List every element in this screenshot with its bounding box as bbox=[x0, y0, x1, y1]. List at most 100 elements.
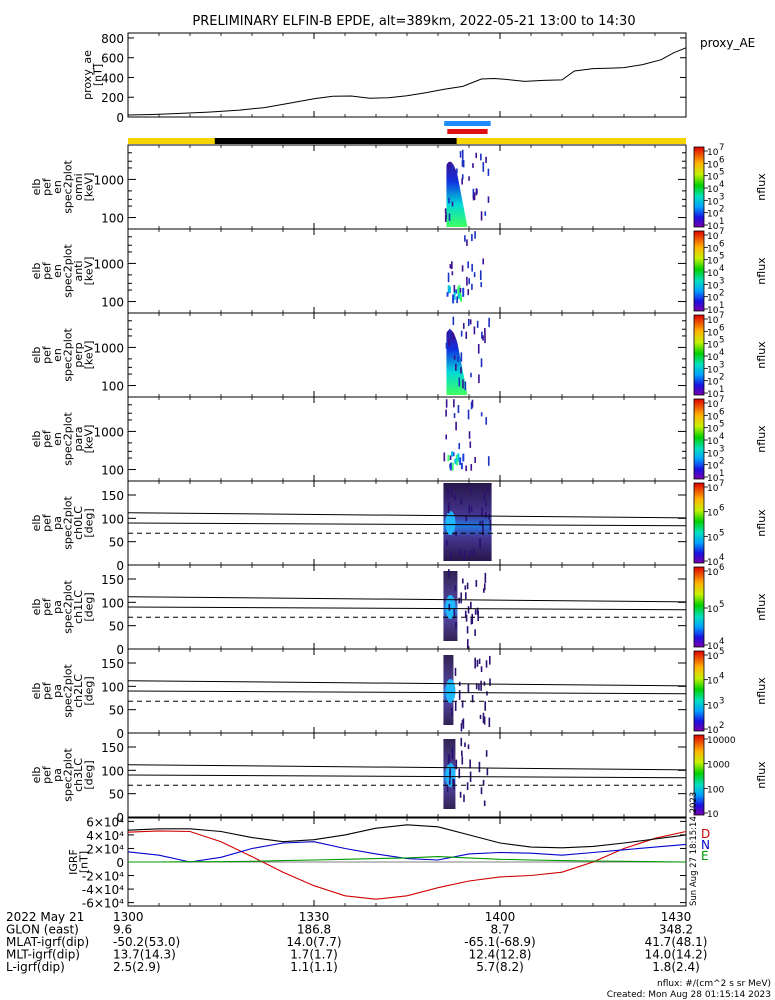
flux-pixel bbox=[460, 723, 463, 732]
ylabel-line: [deg] bbox=[82, 508, 95, 537]
created-stamp: Created: Mon Aug 28 01:15:14 2023 bbox=[607, 990, 771, 1000]
flux-pixel bbox=[469, 549, 472, 556]
flux-pixel bbox=[464, 592, 467, 600]
ylabel-line: pa bbox=[51, 516, 64, 530]
flux-pixel bbox=[455, 363, 457, 371]
footer-row-value: 348.2 bbox=[659, 923, 693, 937]
y-tick-label: 150 bbox=[101, 657, 124, 671]
y-tick-label: 1000 bbox=[93, 173, 124, 187]
flux-pixel bbox=[450, 488, 453, 498]
ylabel-line: spec2plot bbox=[61, 244, 74, 298]
footer-row-value: 1330 bbox=[299, 910, 330, 924]
flux-pixel bbox=[461, 700, 464, 708]
flux-pixel bbox=[453, 290, 456, 300]
colorbar-tick-label: 10 bbox=[707, 642, 719, 652]
flux-pixel bbox=[467, 318, 470, 326]
flux-pixel bbox=[451, 164, 454, 173]
footer-row-label: MLT-igrf(dip) bbox=[6, 948, 80, 962]
ylabel-line: pef bbox=[40, 597, 53, 616]
ylabel-line: spec2plot bbox=[61, 160, 74, 214]
flux-pixel bbox=[451, 707, 453, 716]
flux-pixel bbox=[470, 401, 473, 410]
colorbar-tick-label: 10 bbox=[707, 449, 719, 459]
colorbar-tick-label: 10 bbox=[707, 365, 719, 375]
ylabel-line: pef bbox=[40, 429, 53, 448]
igrf-y-tick-label: 0 bbox=[116, 856, 124, 870]
ylabel-line: elb bbox=[30, 767, 43, 784]
igrf-y-tick-label: 2×10⁴ bbox=[86, 842, 124, 856]
ylabel-line: perp bbox=[72, 342, 85, 367]
flux-pixel bbox=[488, 514, 491, 520]
flux-pixel bbox=[453, 355, 456, 360]
colorbar-tick-label: 10 bbox=[707, 437, 719, 447]
flux-pixel bbox=[451, 462, 454, 471]
colorbar-strip bbox=[693, 230, 705, 312]
flux-pixel bbox=[474, 456, 476, 463]
flux-pixel bbox=[454, 458, 457, 464]
colorbar-label-group: nflux bbox=[755, 341, 768, 369]
flux-pixel bbox=[464, 610, 467, 617]
flux-pixel bbox=[460, 330, 463, 337]
flux-pixel bbox=[470, 372, 472, 378]
flux-pixel bbox=[463, 794, 465, 802]
colorbar-tick-label: 10000 bbox=[707, 736, 736, 746]
flux-pixel bbox=[481, 331, 483, 339]
flux-core bbox=[445, 595, 456, 619]
flux-pixel bbox=[482, 335, 484, 341]
flux-pixel bbox=[451, 747, 454, 758]
y-tick-label: 1000 bbox=[93, 257, 124, 271]
flux-pixel bbox=[452, 778, 454, 785]
colorbar-tick-exponent: 2 bbox=[719, 457, 724, 467]
flux-pixel bbox=[455, 454, 458, 461]
flux-pixel bbox=[461, 174, 464, 180]
ylabel-line: en bbox=[51, 264, 64, 278]
flux-pixel bbox=[447, 272, 450, 283]
flux-pixel bbox=[468, 505, 471, 514]
flux-region bbox=[446, 329, 468, 395]
flux-pixel bbox=[467, 683, 470, 693]
flux-pixel bbox=[460, 462, 463, 470]
footer-row-value: 12.4(12.8) bbox=[469, 948, 532, 962]
flux-pixel bbox=[472, 548, 475, 556]
colorbar-label-group: nflux bbox=[755, 425, 768, 453]
colorbar-tick-exponent: 4 bbox=[719, 672, 724, 682]
colorbar-tick-label: 10 bbox=[707, 244, 719, 254]
colorbar-tick-exponent: 1 bbox=[719, 217, 724, 227]
flux-pixel bbox=[448, 779, 451, 785]
loss-cone-line bbox=[127, 774, 687, 779]
ae-y-tick-label: 600 bbox=[101, 52, 124, 66]
colorbar-tick-exponent: 7 bbox=[719, 311, 724, 321]
panel-frame bbox=[127, 312, 687, 398]
ae-y-tick-label: 800 bbox=[101, 32, 124, 46]
flux-pixel bbox=[454, 585, 457, 591]
flux-pixel bbox=[471, 694, 474, 703]
flux-pixel bbox=[478, 374, 480, 384]
colorbar-tick-label: 10 bbox=[707, 568, 719, 578]
proxy-ae-panel: 0 200 400 600 800 proxy_ae[nT] proxy_AE bbox=[81, 32, 756, 125]
colorbar-label: nflux bbox=[755, 593, 768, 621]
colorbar-label-group: nflux bbox=[755, 677, 768, 705]
flux-pixel bbox=[461, 265, 464, 272]
loss-cone-line bbox=[127, 690, 687, 695]
colorbar-tick-exponent: 7 bbox=[719, 395, 724, 405]
ylabel-line: [nT] bbox=[77, 851, 90, 873]
ylabel-line: proxy_ae bbox=[81, 50, 94, 100]
flux-pixel bbox=[459, 549, 461, 557]
colorbar-tick-label: 10 bbox=[707, 509, 719, 519]
colorbar-tick-label: 10 bbox=[707, 701, 719, 711]
colorbar-tick-label: 10 bbox=[707, 474, 719, 484]
colorbar-tick-label: 10 bbox=[707, 294, 719, 304]
y-tick-label: 0 bbox=[116, 559, 124, 573]
y-tick-label: 150 bbox=[101, 573, 124, 587]
flux-pixel bbox=[459, 151, 462, 158]
flux-pixel bbox=[482, 258, 485, 265]
y-tick-label: 1000 bbox=[93, 425, 124, 439]
ylabel-line: pef bbox=[40, 681, 53, 700]
colorbar-tick-exponent: 3 bbox=[719, 444, 724, 454]
colorbar-label: nflux bbox=[755, 257, 768, 285]
flux-pixel bbox=[460, 294, 463, 302]
